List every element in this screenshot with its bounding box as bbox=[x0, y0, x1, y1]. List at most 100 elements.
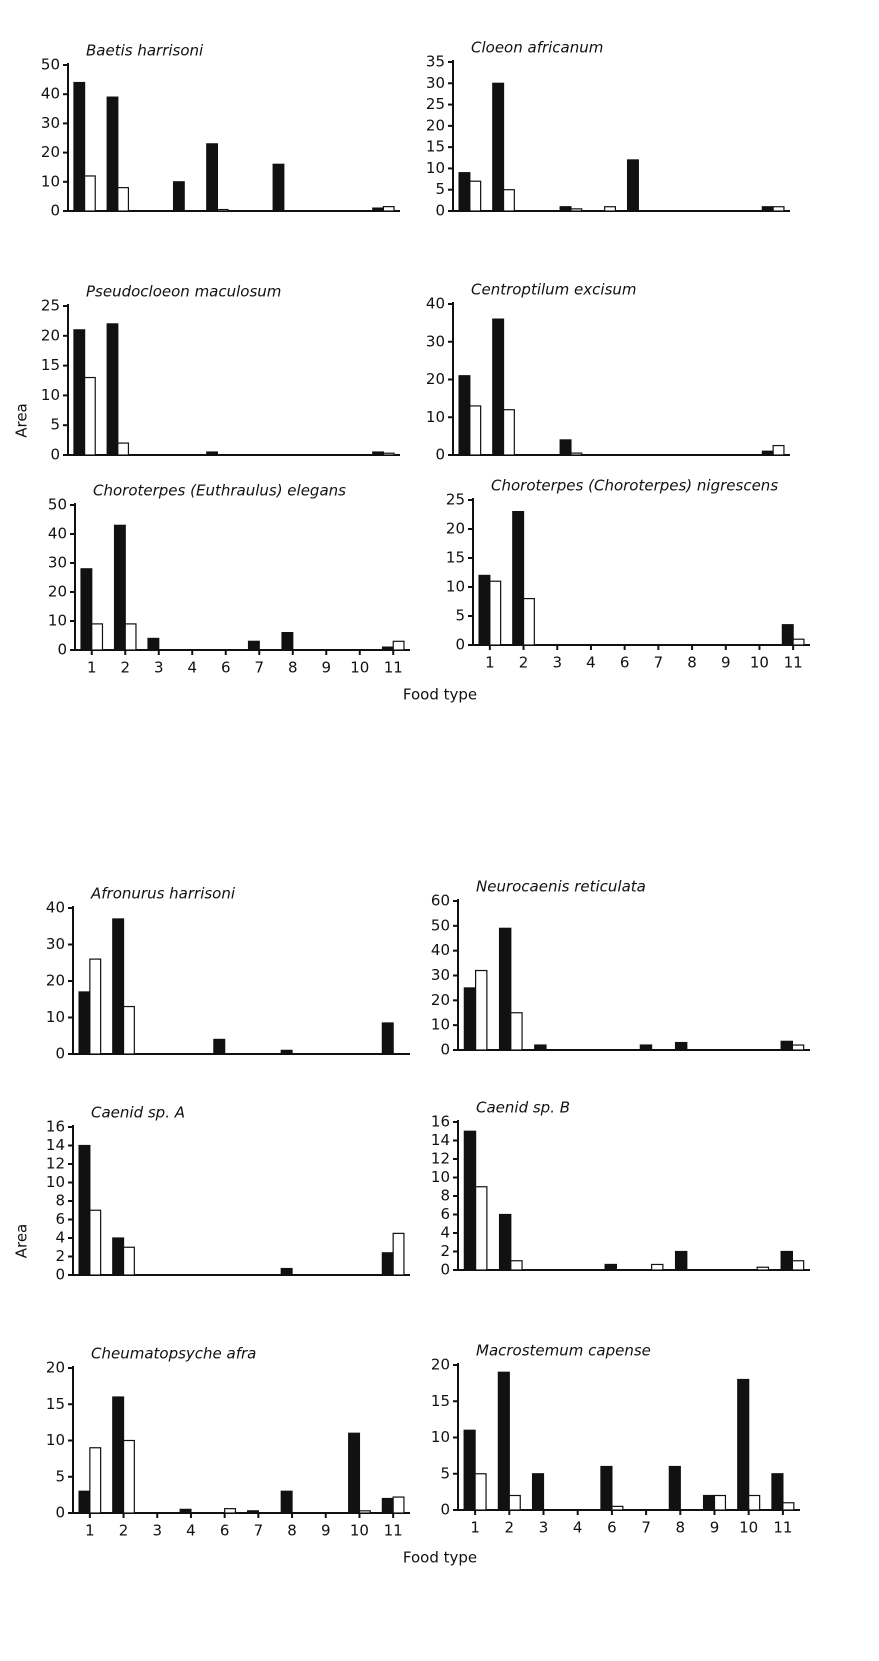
bar bbox=[762, 207, 773, 211]
y-tick-label: 10 bbox=[431, 1016, 450, 1034]
y-tick-label: 16 bbox=[431, 1113, 450, 1131]
bar bbox=[382, 1499, 393, 1514]
bar bbox=[669, 1467, 680, 1511]
x-tick-label: 6 bbox=[220, 1522, 230, 1540]
y-tick-label: 50 bbox=[41, 56, 60, 74]
y-tick-label: 12 bbox=[431, 1150, 450, 1168]
bar bbox=[560, 440, 571, 455]
chart-title: Caenid sp. A bbox=[91, 1104, 185, 1122]
y-tick-label: 0 bbox=[440, 1041, 450, 1059]
chart-title: Cheumatopsyche afra bbox=[91, 1345, 256, 1363]
y-tick-label: 6 bbox=[440, 1205, 450, 1223]
x-tick-label: 1 bbox=[87, 659, 97, 677]
bar bbox=[500, 1215, 511, 1271]
bar bbox=[79, 992, 90, 1054]
x-axis-label: Food type bbox=[403, 686, 477, 704]
y-tick-label: 50 bbox=[48, 496, 67, 514]
y-tick-label: 16 bbox=[46, 1118, 65, 1136]
bar bbox=[373, 208, 384, 211]
bar bbox=[383, 453, 394, 455]
y-tick-label: 5 bbox=[55, 1467, 65, 1485]
bar bbox=[612, 1506, 623, 1510]
chart-title: Macrostemum capense bbox=[476, 1342, 651, 1360]
y-tick-label: 20 bbox=[431, 1356, 450, 1374]
bar bbox=[118, 443, 129, 455]
y-tick-label: 4 bbox=[440, 1224, 450, 1242]
bar bbox=[762, 451, 773, 455]
y-tick-label: 10 bbox=[446, 578, 465, 596]
bar bbox=[249, 641, 260, 650]
bar bbox=[470, 181, 481, 211]
y-tick-label: 40 bbox=[431, 941, 450, 959]
bar bbox=[459, 173, 470, 211]
bar bbox=[464, 1131, 475, 1270]
bar bbox=[476, 971, 487, 1050]
y-tick-label: 40 bbox=[426, 295, 445, 313]
bar bbox=[81, 569, 92, 650]
x-tick-label: 6 bbox=[221, 659, 231, 677]
bar bbox=[349, 1433, 360, 1513]
bar bbox=[383, 647, 394, 650]
bar bbox=[490, 581, 501, 645]
bar bbox=[605, 1264, 616, 1270]
y-tick-label: 0 bbox=[50, 202, 60, 220]
y-tick-label: 0 bbox=[50, 446, 60, 464]
y-tick-label: 10 bbox=[46, 1173, 65, 1191]
bar bbox=[464, 1430, 475, 1510]
x-tick-label: 10 bbox=[750, 654, 769, 672]
x-tick-label: 4 bbox=[586, 654, 596, 672]
y-tick-label: 15 bbox=[41, 356, 60, 374]
y-axis-label: Area bbox=[13, 1224, 31, 1259]
x-tick-label: 4 bbox=[186, 1522, 196, 1540]
y-tick-label: 20 bbox=[46, 1359, 65, 1377]
bar bbox=[281, 1269, 292, 1275]
x-tick-label: 2 bbox=[119, 1522, 129, 1540]
bar bbox=[107, 324, 118, 455]
bar bbox=[781, 1252, 792, 1271]
bar bbox=[459, 376, 470, 455]
bar bbox=[92, 624, 103, 650]
bar bbox=[464, 988, 475, 1050]
bar bbox=[74, 83, 85, 211]
bar bbox=[533, 1474, 544, 1510]
bar bbox=[393, 1233, 404, 1275]
bar bbox=[79, 1491, 90, 1513]
x-tick-label: 8 bbox=[288, 659, 298, 677]
y-tick-label: 20 bbox=[41, 143, 60, 161]
y-tick-label: 0 bbox=[55, 1045, 65, 1063]
bar bbox=[382, 1253, 393, 1275]
x-tick-label: 9 bbox=[321, 659, 331, 677]
y-tick-label: 0 bbox=[440, 1261, 450, 1279]
y-tick-label: 20 bbox=[46, 972, 65, 990]
y-tick-label: 2 bbox=[55, 1247, 65, 1265]
bar bbox=[772, 1474, 783, 1510]
y-tick-label: 30 bbox=[426, 74, 445, 92]
x-tick-label: 11 bbox=[384, 1522, 403, 1540]
x-tick-label: 9 bbox=[321, 1522, 331, 1540]
x-tick-label: 1 bbox=[85, 1522, 95, 1540]
bar bbox=[113, 1397, 124, 1513]
y-tick-label: 10 bbox=[431, 1168, 450, 1186]
y-tick-label: 10 bbox=[48, 612, 67, 630]
bar bbox=[738, 1380, 749, 1511]
y-tick-label: 30 bbox=[41, 114, 60, 132]
bar bbox=[475, 1474, 486, 1510]
chart-title: Cloeon africanum bbox=[471, 39, 603, 57]
y-tick-label: 10 bbox=[41, 386, 60, 404]
y-tick-label: 10 bbox=[46, 1431, 65, 1449]
y-axis-label: Area bbox=[13, 403, 31, 438]
y-tick-label: 20 bbox=[426, 116, 445, 134]
bar bbox=[511, 1261, 522, 1270]
bar bbox=[273, 164, 284, 211]
bar bbox=[792, 1045, 803, 1050]
y-tick-label: 10 bbox=[426, 408, 445, 426]
bar bbox=[773, 207, 784, 211]
bar bbox=[383, 207, 394, 211]
bar bbox=[113, 1238, 124, 1275]
bar bbox=[248, 1511, 259, 1513]
y-tick-label: 0 bbox=[440, 1501, 450, 1519]
bar bbox=[504, 410, 515, 455]
bar bbox=[207, 144, 218, 211]
y-tick-label: 0 bbox=[435, 202, 445, 220]
bar bbox=[214, 1039, 225, 1054]
